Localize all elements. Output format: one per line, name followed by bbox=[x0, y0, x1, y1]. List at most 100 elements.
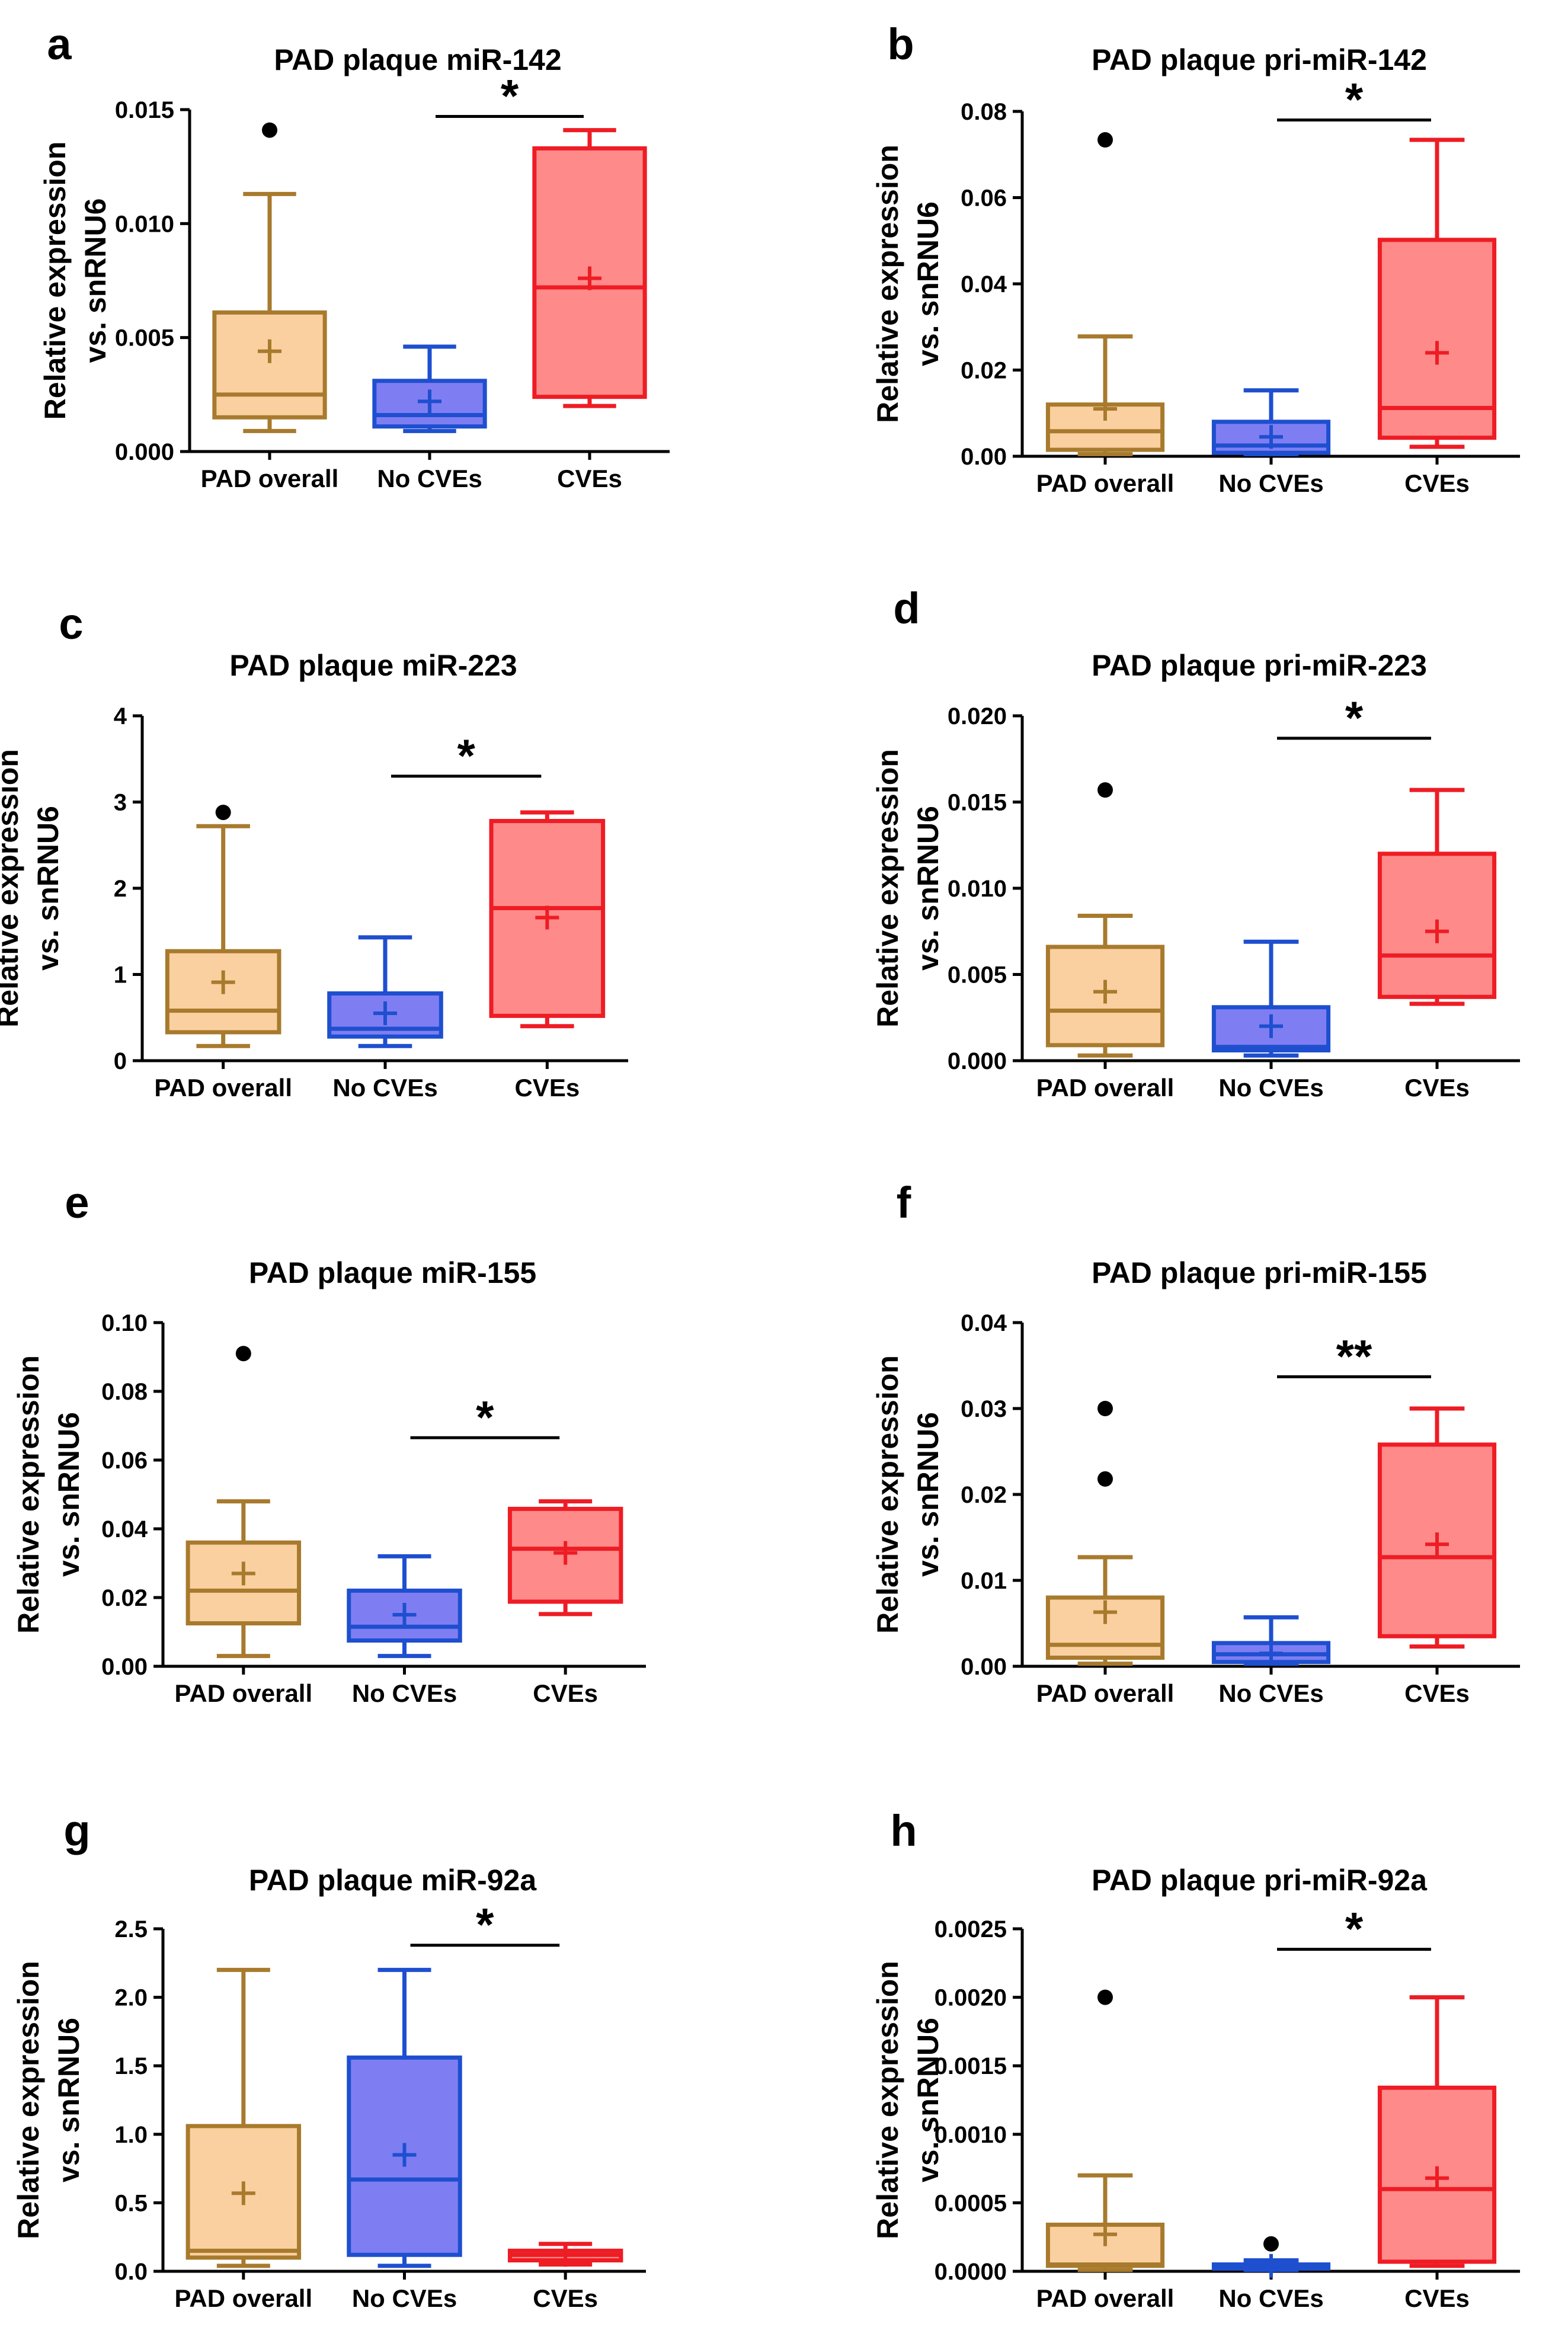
box-cves bbox=[1377, 1406, 1497, 1649]
panel-title: PAD plaque pri-miR-155 bbox=[1092, 1256, 1427, 1289]
x-tick-label: PAD overall bbox=[175, 2284, 313, 2312]
y-tick-label: 0.015 bbox=[948, 790, 1007, 816]
outlier-point bbox=[1097, 132, 1113, 148]
y-tick-label: 0.06 bbox=[101, 1448, 148, 1474]
y-tick-label: 0.0005 bbox=[935, 2190, 1007, 2216]
panel-f: f PAD plaque pri-miR-155 Relative expressi… bbox=[871, 1178, 1520, 1707]
panel-title: PAD plaque pri-miR-142 bbox=[1092, 43, 1427, 76]
panel-title: PAD plaque miR-223 bbox=[229, 649, 517, 682]
outlier-point bbox=[215, 804, 231, 820]
x-tick-label: No CVEs bbox=[1218, 469, 1323, 497]
y-axis-label-line1: Relative expression bbox=[871, 1355, 904, 1634]
y-tick-label: 0.5 bbox=[114, 2190, 148, 2216]
box-no-cves bbox=[1211, 2236, 1331, 2278]
y-axis-label-line1: Relative expression bbox=[871, 1961, 904, 2239]
box-pad-overall bbox=[1045, 132, 1165, 456]
y-tick-label: 0.000 bbox=[948, 1048, 1007, 1074]
box-pad-overall bbox=[185, 1346, 302, 1659]
x-tick-label: CVEs bbox=[1404, 469, 1470, 497]
y-tick-label: 0.02 bbox=[961, 358, 1007, 384]
panel-c: c PAD plaque miR-223 Relative expression vs… bbox=[0, 599, 628, 1102]
box-pad-overall bbox=[1045, 782, 1165, 1058]
y-tick-label: 0.0020 bbox=[935, 1985, 1007, 2011]
significance-label: * bbox=[501, 70, 519, 122]
y-axis-label-line2: vs. snRNU6 bbox=[911, 201, 945, 366]
y-tick-label: 0.00 bbox=[961, 1654, 1007, 1680]
x-tick-label: No CVEs bbox=[332, 1074, 437, 1102]
y-axis-label: Relative expression vs. snRNU6 bbox=[12, 1355, 85, 1634]
y-axis-label-line2: vs. snRNU6 bbox=[52, 1412, 85, 1577]
x-tick-label: CVEs bbox=[1404, 1679, 1470, 1707]
y-axis-label-line2: vs. snRNU6 bbox=[31, 806, 65, 971]
outlier-point bbox=[1097, 1989, 1113, 2005]
y-tick-label: 0.01 bbox=[961, 1568, 1007, 1594]
box-cves bbox=[1377, 137, 1497, 449]
x-tick-label: No CVEs bbox=[1218, 1074, 1323, 1102]
box-no-cves bbox=[347, 1967, 462, 2268]
x-tick-label: PAD overall bbox=[1036, 1679, 1175, 1707]
box-cves bbox=[489, 810, 606, 1029]
y-axis-label-line2: vs. snRNU6 bbox=[911, 806, 945, 971]
x-tick-label: PAD overall bbox=[1036, 2284, 1175, 2312]
y-tick-label: 0.0000 bbox=[935, 2259, 1007, 2285]
y-tick-label: 0.06 bbox=[961, 185, 1007, 212]
significance-label: * bbox=[476, 1899, 494, 1951]
y-axis-label: Relative expression vs. snRNU6 bbox=[39, 142, 112, 420]
y-tick-label: 0.000 bbox=[115, 439, 174, 465]
panel-letter: h bbox=[890, 1806, 917, 1855]
y-axis-label: Relative expression vs. snRNU6 bbox=[871, 1355, 945, 1634]
panel-title: PAD plaque pri-miR-92a bbox=[1092, 1864, 1428, 1897]
y-axis-label-line1: Relative expression bbox=[39, 142, 72, 420]
outlier-point bbox=[1097, 782, 1113, 798]
x-tick-label: No CVEs bbox=[1218, 2284, 1323, 2312]
panel-b: b PAD plaque pri-miR-142 Relative expressi… bbox=[871, 20, 1520, 497]
panel-title: PAD plaque miR-155 bbox=[249, 1256, 536, 1289]
panel-title: PAD plaque miR-92a bbox=[249, 1864, 537, 1897]
box-iqr bbox=[1045, 1595, 1165, 1660]
y-axis-label: Relative expression vs. snRNU6 bbox=[12, 1961, 85, 2239]
significance-label: ** bbox=[1336, 1330, 1372, 1382]
y-tick-label: 0.02 bbox=[101, 1585, 148, 1611]
y-tick-label: 0.08 bbox=[101, 1379, 148, 1405]
panel-letter: b bbox=[887, 20, 914, 69]
y-tick-label: 0.0025 bbox=[935, 1916, 1007, 1942]
y-tick-label: 0.10 bbox=[101, 1310, 148, 1336]
y-axis-label-line1: Relative expression bbox=[871, 749, 904, 1028]
y-axis-label-line2: vs. snRNU6 bbox=[79, 199, 112, 363]
significance-label: * bbox=[457, 729, 475, 782]
panel-g: g PAD plaque miR-92a Relative expression vs… bbox=[12, 1806, 646, 2312]
y-tick-label: 0.010 bbox=[115, 211, 174, 237]
y-tick-label: 3 bbox=[114, 790, 127, 816]
x-tick-label: No CVEs bbox=[377, 465, 482, 492]
outlier-point bbox=[1263, 2236, 1279, 2252]
y-axis-label-line1: Relative expression bbox=[12, 1355, 45, 1634]
y-tick-label: 0.04 bbox=[961, 1310, 1007, 1336]
panel-title: PAD plaque pri-miR-223 bbox=[1092, 649, 1427, 682]
y-tick-label: 0.005 bbox=[948, 962, 1007, 988]
x-tick-label: CVEs bbox=[514, 1074, 580, 1102]
x-tick-label: CVEs bbox=[533, 1679, 598, 1707]
box-iqr bbox=[1377, 238, 1497, 440]
y-axis-label-line1: Relative expression bbox=[12, 1961, 45, 2239]
y-axis-label-line1: Relative expression bbox=[0, 749, 24, 1028]
box-pad-overall bbox=[165, 804, 281, 1048]
panel-letter: d bbox=[893, 584, 920, 633]
x-tick-label: CVEs bbox=[557, 465, 622, 492]
y-axis-label-line2: vs. snRNU6 bbox=[911, 1412, 945, 1577]
y-tick-label: 2.5 bbox=[114, 1916, 148, 1942]
panel-e: e PAD plaque miR-155 Relative expression vs… bbox=[12, 1178, 646, 1707]
panel-h: h PAD plaque pri-miR-92a Relative expressi… bbox=[871, 1806, 1520, 2312]
box-iqr bbox=[212, 310, 327, 420]
box-iqr bbox=[347, 2055, 462, 2257]
significance-label: * bbox=[1345, 73, 1364, 126]
box-cves bbox=[532, 128, 647, 408]
y-tick-label: 0.010 bbox=[948, 876, 1007, 902]
panel-letter: g bbox=[63, 1806, 90, 1855]
y-tick-label: 0.0015 bbox=[935, 2053, 1007, 2079]
y-tick-label: 0.00 bbox=[101, 1654, 148, 1680]
y-tick-label: 0.02 bbox=[961, 1482, 1007, 1508]
y-tick-label: 0.005 bbox=[115, 325, 174, 351]
box-cves bbox=[1377, 788, 1497, 1006]
outlier-point bbox=[235, 1346, 251, 1362]
